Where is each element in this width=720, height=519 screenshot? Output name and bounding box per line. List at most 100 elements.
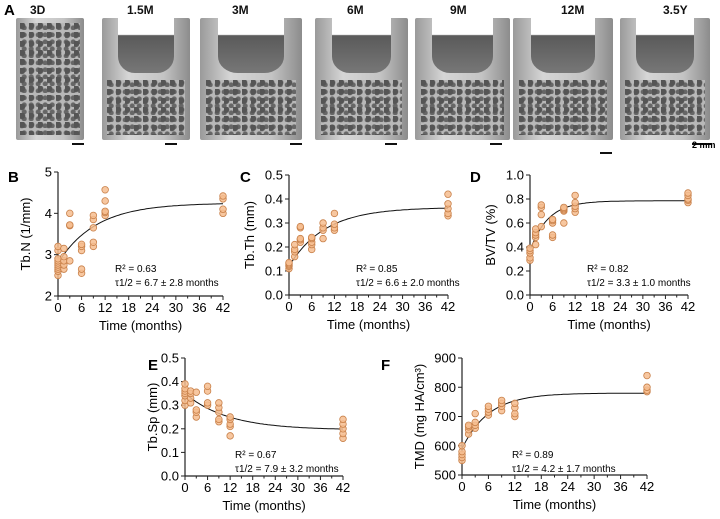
y-tick-label: 800 (434, 380, 456, 395)
scale-bar (165, 143, 177, 145)
x-tick-label: 18 (245, 480, 259, 495)
fit-curve (57, 203, 223, 264)
data-point (444, 200, 452, 208)
tau-label: τ1/2 (512, 464, 530, 475)
data-point (471, 409, 479, 418)
data-point (296, 222, 305, 231)
data-point (226, 413, 234, 421)
x-axis-label: Time (months) (222, 498, 305, 513)
y-tick-label: 700 (434, 409, 456, 424)
sample-label: 12M (561, 3, 585, 17)
data-point (89, 238, 98, 246)
x-tick-label: 24 (373, 299, 387, 314)
y-tick-label: 4 (45, 206, 52, 221)
data-point (66, 257, 74, 265)
x-tick-label: 0 (285, 299, 292, 314)
y-tick-label: 0.2 (265, 240, 283, 255)
data-point (203, 399, 212, 407)
data-point (560, 203, 568, 212)
panel-letter: B (8, 169, 19, 186)
sample-label: 6M (347, 3, 364, 17)
data-point (560, 219, 568, 227)
x-tick-label: 18 (350, 299, 364, 314)
data-point (219, 192, 227, 200)
data-point (77, 240, 86, 249)
y-tick-label: 0.4 (506, 240, 524, 255)
y-tick-label: 0.0 (265, 288, 283, 303)
panel-letter: C (240, 169, 251, 186)
x-tick-label: 0 (181, 480, 188, 495)
y-tick-label: 500 (434, 468, 456, 483)
data-point (66, 221, 74, 229)
data-point (319, 219, 327, 227)
microct-image-3-5y (620, 18, 710, 140)
x-tick-label: 30 (636, 299, 650, 314)
data-point (226, 432, 234, 440)
tau-value: = 6.6 ± 2.0 months (374, 278, 460, 289)
x-tick-label: 36 (313, 480, 327, 495)
x-tick-label: 24 (613, 299, 627, 314)
x-tick-label: 24 (145, 300, 159, 315)
y-axis-label: TMD (mg HA/cm³) (412, 364, 427, 469)
data-point (89, 224, 98, 232)
sample-label: 3D (30, 3, 46, 17)
x-tick-label: 42 (216, 300, 230, 315)
data-point (296, 234, 305, 243)
x-tick-label: 6 (78, 300, 85, 315)
microct-image-6m (315, 18, 408, 140)
data-point (330, 209, 339, 218)
x-axis-label: Time (months) (99, 318, 182, 333)
y-tick-label: 0.2 (161, 421, 179, 436)
scale-bar (72, 143, 84, 145)
x-tick-label: 6 (204, 480, 211, 495)
data-point (101, 197, 109, 205)
y-tick-label: 0.3 (265, 216, 283, 231)
y-axis-label: Tb.Sp (mm) (145, 383, 160, 452)
data-point (60, 244, 68, 253)
panel-e: E 0 6 12 18 24 30 36 42 0.0 0.1 0.2 0.3 0.4 0.5 Time (m… (145, 351, 350, 514)
x-tick-label: 12 (508, 479, 522, 494)
x-tick-label: 30 (291, 480, 305, 495)
x-tick-label: 42 (681, 299, 695, 314)
microct-image-9m (415, 18, 510, 140)
x-tick-label: 0 (54, 300, 61, 315)
y-tick-label: 2 (45, 289, 52, 304)
data-point (531, 240, 540, 249)
data-point (444, 190, 452, 198)
x-tick-label: 24 (268, 480, 282, 495)
x-tick-label: 6 (485, 479, 492, 494)
sample-label: 1.5M (127, 3, 154, 17)
data-point (484, 402, 493, 410)
half-life-annotation: τ1/2 = 6.6 ± 2.0 months (356, 278, 460, 289)
data-point (285, 258, 293, 267)
r-squared-annotation: R² = 0.63 (115, 264, 157, 275)
panel-letter: E (148, 357, 158, 374)
x-tick-label: 36 (418, 299, 432, 314)
data-point (526, 244, 534, 252)
half-life-annotation: τ1/2 = 6.7 ± 2.8 months (115, 278, 219, 289)
sample-label: 3M (232, 3, 249, 17)
y-axis-label: Tb.Th (mm) (242, 201, 257, 269)
data-point (319, 234, 327, 243)
x-tick-label: 42 (640, 479, 654, 494)
y-tick-label: 0.3 (161, 398, 179, 413)
scale-bar (290, 143, 302, 145)
x-tick-label: 24 (560, 479, 574, 494)
tau-label: τ1/2 (235, 464, 253, 475)
scale-bar-label: 2 mm (692, 140, 716, 150)
tau-value: = 6.7 ± 2.8 months (133, 278, 219, 289)
x-tick-label: 42 (441, 299, 455, 314)
fit-curve (461, 392, 647, 449)
tau-value: = 3.3 ± 1.0 months (605, 278, 691, 289)
y-tick-label: 0.4 (265, 192, 283, 207)
data-point (471, 418, 479, 427)
y-axis-label: BV/TV (%) (483, 204, 498, 265)
x-tick-label: 36 (613, 479, 627, 494)
data-point (77, 265, 86, 273)
y-tick-label: 3 (45, 247, 52, 262)
x-tick-label: 0 (526, 299, 533, 314)
r-squared-annotation: R² = 0.89 (512, 450, 554, 461)
data-point (215, 399, 223, 407)
y-tick-label: 0.0 (161, 469, 179, 484)
y-tick-label: 0.4 (161, 374, 179, 389)
